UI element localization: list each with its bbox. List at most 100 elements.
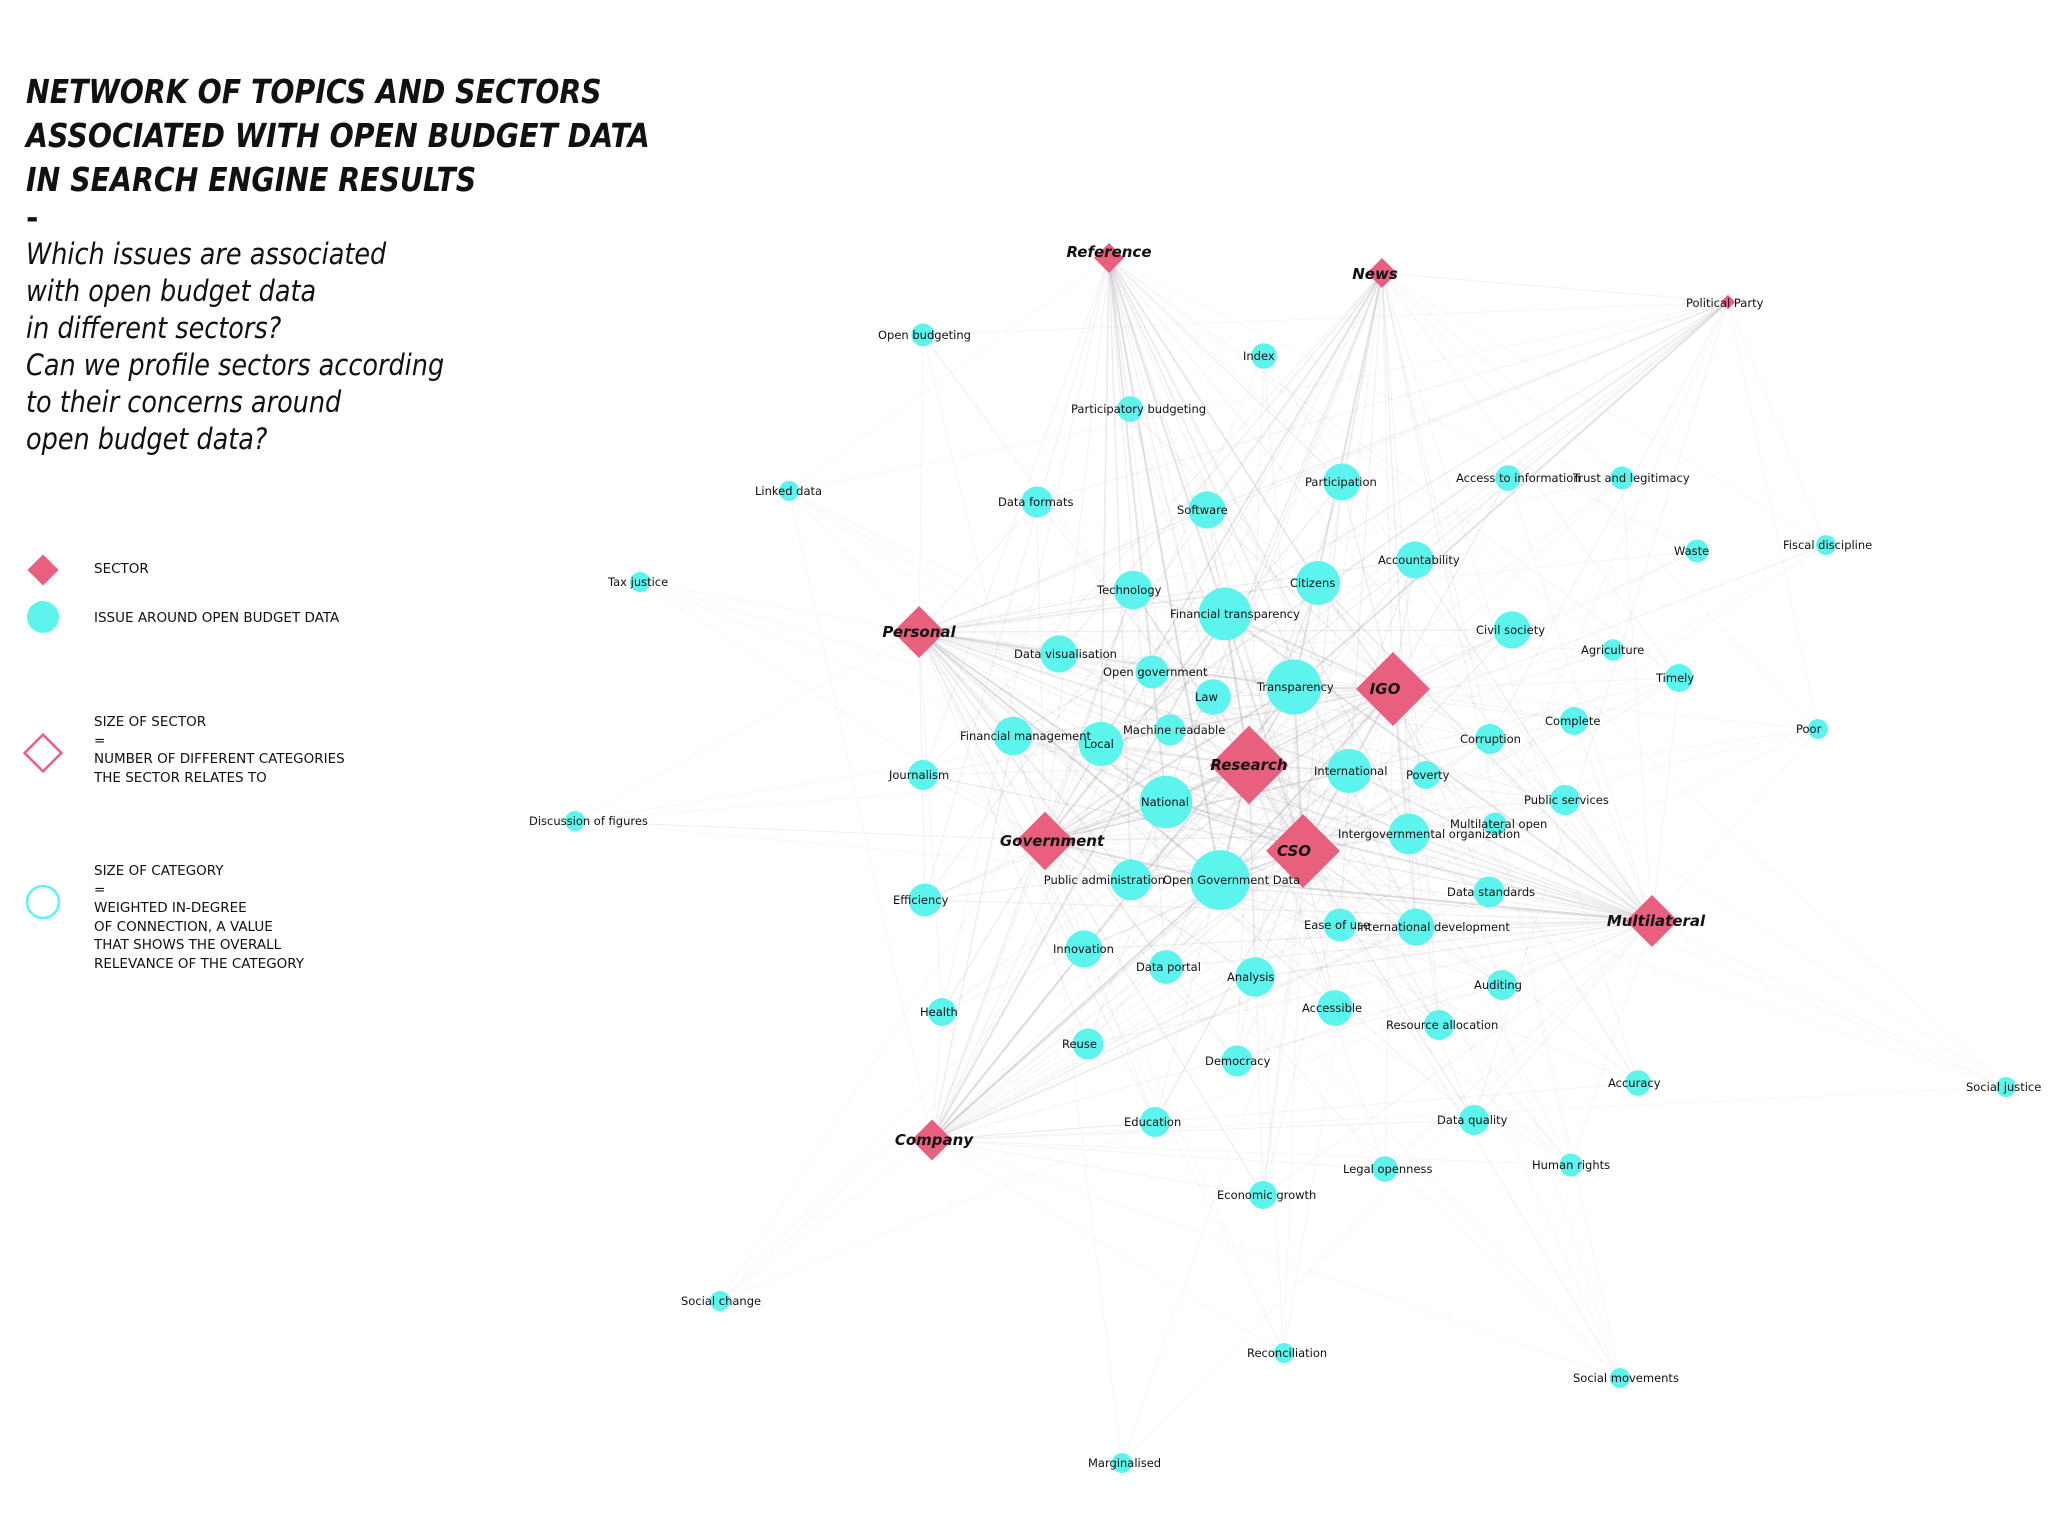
edge-company-education: [931, 1121, 1156, 1141]
issue-label-social-movements: Social movements: [1573, 1371, 1679, 1385]
issue-node-machine-readable: [1154, 714, 1186, 746]
issue-node-data-quality: [1459, 1105, 1489, 1135]
edge-cso-human-rights: [1302, 850, 1572, 1166]
edge-igo-financial-management: [1012, 688, 1394, 737]
edge-cso-civil-society: [1302, 629, 1513, 852]
issue-node-poverty: [1412, 761, 1440, 789]
issue-label-efficiency: Efficiency: [893, 893, 949, 907]
issue-node-transparency: [1266, 659, 1322, 715]
edge-personal-trust-and-legitimacy: [918, 477, 1623, 633]
edge-news-trust-and-legitimacy: [1381, 272, 1623, 479]
edge-igo-technology: [1132, 589, 1394, 690]
edge-igo-resource-allocation: [1392, 688, 1440, 1026]
edge-news-software: [1206, 272, 1383, 511]
edge-igo-access-to-information: [1392, 477, 1509, 690]
edge-government-democracy: [1044, 840, 1238, 1062]
issue-label-corruption: Corruption: [1460, 732, 1521, 746]
edge-personal-democracy: [918, 631, 1238, 1062]
edge-research-education: [1154, 764, 1250, 1123]
edge-research-innovation: [1083, 764, 1250, 950]
title-dash: -: [26, 201, 39, 236]
issue-label-accuracy: Accuracy: [1608, 1076, 1661, 1090]
edge-multilateral-index: [1263, 355, 1653, 922]
edge-personal-data-formats: [918, 501, 1038, 633]
edge-research-discussion-of-figures: [574, 764, 1250, 822]
issue-node-social-movements: [1610, 1368, 1630, 1388]
edge-reference-law: [1108, 257, 1214, 698]
issue-node-complete: [1560, 707, 1588, 735]
edge-multilateral-data-quality: [1473, 920, 1653, 1121]
edge-multilateral-analysis: [1254, 920, 1653, 978]
edge-government-financial-transparency: [1044, 613, 1226, 842]
edge-research-agriculture: [1248, 649, 1614, 766]
edge-government-analysis: [1044, 840, 1256, 978]
sector-label-company: Company: [895, 1131, 974, 1149]
edge-government-marginalised: [1044, 840, 1123, 1464]
issue-node-international-development: [1397, 908, 1435, 946]
issue-label-marginalised: Marginalised: [1088, 1456, 1161, 1470]
issue-node-accessible: [1317, 990, 1353, 1026]
issue-node-tax-justice: [630, 572, 650, 592]
edge-news-open-government: [1151, 272, 1383, 673]
issue-label-open-budgeting: Open budgeting: [878, 328, 971, 342]
edge-government-index: [1044, 355, 1265, 842]
edge-reference-data-portal: [1108, 257, 1167, 968]
issue-node-access-to-information: [1495, 465, 1521, 491]
edge-research-data-standards: [1248, 764, 1490, 893]
edge-cso-data-quality: [1302, 850, 1475, 1121]
edge-research-access-to-information: [1248, 477, 1509, 766]
sector-label-news: News: [1352, 265, 1398, 283]
edge-political-party-linked-data: [788, 301, 1729, 492]
sector-node-company: [911, 1119, 953, 1161]
edge-personal-software: [918, 509, 1208, 633]
issue-node-open-government: [1135, 655, 1169, 689]
edge-company-innovation: [931, 948, 1085, 1141]
issue-node-social-justice: [1996, 1077, 2016, 1097]
edge-research-technology: [1132, 589, 1250, 766]
issue-label-participatory-budgeting: Participatory budgeting: [1071, 402, 1206, 416]
issue-node-social-change: [710, 1291, 730, 1311]
issue-label-multilateral-open: Multilateral open: [1450, 817, 1547, 831]
edge-reference-health: [941, 257, 1110, 1013]
edge-personal-discussion-of-figures: [574, 631, 920, 822]
question-line-5: to their concerns around: [26, 385, 342, 419]
edge-political-party-multilateral-open: [1494, 301, 1729, 825]
legend-sector-size-diamond: [22, 732, 64, 774]
edge-cso-discussion-of-figures: [574, 820, 1304, 852]
issue-label-accessible: Accessible: [1302, 1001, 1362, 1015]
edge-personal-government: [918, 631, 1046, 842]
issue-node-resource-allocation: [1424, 1010, 1454, 1040]
edge-personal-accessible: [918, 631, 1336, 1009]
issue-label-local: Local: [1084, 737, 1114, 751]
edge-news-social-change: [719, 272, 1383, 1302]
edge-political-party-financial-management: [1012, 301, 1729, 737]
edge-research-journalism: [922, 764, 1250, 776]
issue-node-open-budgeting: [911, 323, 935, 347]
edge-igo-social-justice: [1392, 688, 2007, 1088]
issue-label-journalism: Journalism: [888, 768, 949, 782]
issue-node-auditing: [1487, 970, 1517, 1000]
issue-node-analysis: [1235, 957, 1275, 997]
edge-cso-reconciliation: [1283, 850, 1304, 1354]
edge-reference-local: [1100, 257, 1110, 745]
issue-label-data-portal: Data portal: [1136, 960, 1201, 974]
issue-label-access-to-information: Access to information: [1456, 471, 1581, 485]
edge-multilateral-legal-openness: [1384, 920, 1653, 1170]
issue-label-accountability: Accountability: [1378, 553, 1460, 567]
sector-label-personal: Personal: [882, 623, 956, 641]
edge-multilateral-accountability: [1414, 559, 1653, 922]
issue-node-open-government-data: [1190, 850, 1250, 910]
edge-igo-social-movements: [1392, 688, 1621, 1379]
issue-label-public-administration: Public administration: [1044, 873, 1165, 887]
edge-personal-transparency: [918, 631, 1295, 688]
edge-news-igo: [1381, 272, 1394, 690]
edge-reference-national: [1108, 257, 1167, 803]
edge-research-participatory-budgeting: [1129, 408, 1250, 766]
edge-igo-discussion-of-figures: [574, 688, 1394, 822]
legend-issue-circle: [27, 601, 59, 633]
edge-news-fiscal-discipline: [1381, 272, 1827, 546]
question-line-3: in different sectors?: [26, 311, 282, 345]
edge-cso-public-services: [1302, 799, 1566, 852]
sector-node-research: [1209, 725, 1289, 805]
issue-label-public-services: Public services: [1524, 793, 1609, 807]
